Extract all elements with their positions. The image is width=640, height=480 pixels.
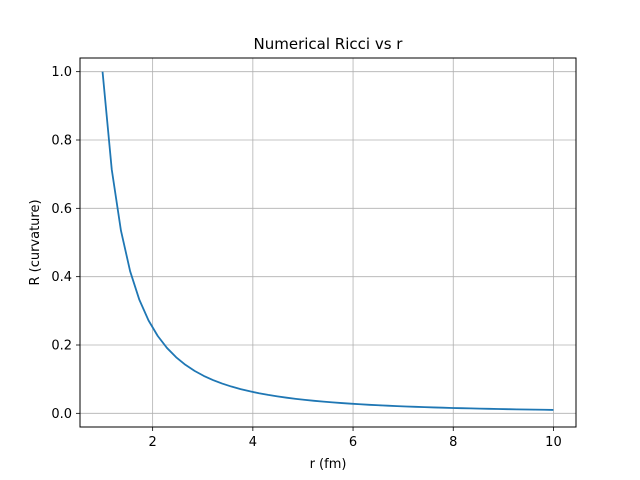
series-layer: [101, 71, 554, 411]
y-tick-label: 0.8: [51, 134, 72, 149]
ticks: 2 4 6 8 10 0.0 0.2 0.4 0.6 0.8 1.0: [51, 65, 561, 450]
x-axis-label: r (fm): [310, 457, 347, 472]
x-tick-label: 10: [545, 435, 562, 450]
grid: [80, 58, 576, 427]
x-tick-label: 4: [249, 435, 257, 450]
y-tick-label: 1.0: [51, 65, 72, 80]
plot-frame: [79, 57, 577, 428]
series-line: [101, 71, 554, 411]
y-axis-label: R (curvature): [28, 199, 43, 285]
x-tick-label: 8: [449, 435, 457, 450]
x-tick-label: 2: [149, 435, 157, 450]
x-tick-label: 6: [349, 435, 357, 450]
y-tick-label: 0.2: [51, 339, 72, 354]
y-tick-label: 0.6: [51, 202, 72, 217]
chart-title: Numerical Ricci vs r: [254, 35, 404, 53]
y-tick-label: 0.4: [51, 270, 72, 285]
y-tick-label: 0.0: [51, 407, 72, 422]
